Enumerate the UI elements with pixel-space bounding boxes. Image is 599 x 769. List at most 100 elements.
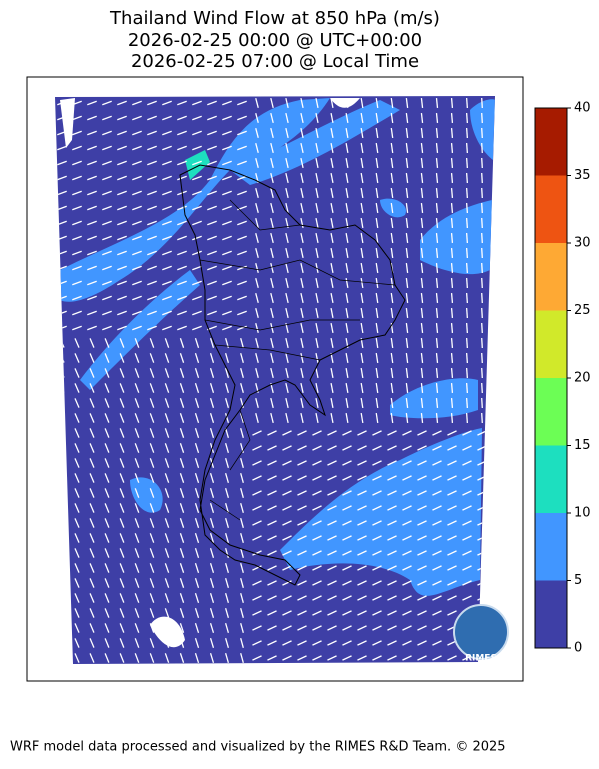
wind-arrow: [447, 520, 457, 526]
wind-arrow: [435, 262, 439, 274]
wind-arrow: [209, 413, 215, 423]
wind-arrow: [450, 397, 454, 409]
wind-arrow: [297, 445, 307, 451]
wind-arrow: [297, 430, 307, 436]
wind-arrow: [375, 397, 379, 409]
wind-arrow: [465, 412, 469, 424]
wind-arrow: [104, 548, 110, 558]
wind-arrow: [417, 430, 427, 436]
wind-arrow: [462, 580, 472, 586]
wind-arrow: [405, 397, 409, 409]
wind-arrow: [402, 655, 412, 661]
wind-arrow: [240, 563, 244, 573]
wind-arrow: [117, 205, 127, 211]
title-line: 2026-02-25 00:00 @ UTC+00:00: [128, 30, 422, 51]
wind-arrow: [435, 412, 439, 424]
wind-arrow: [300, 97, 304, 109]
wind-arrow: [417, 610, 427, 616]
wind-arrow: [420, 202, 424, 214]
wind-arrow: [342, 505, 352, 511]
wind-arrow: [417, 580, 427, 586]
wind-arrow: [315, 262, 319, 274]
wind-arrow: [240, 593, 244, 603]
wind-arrow: [481, 337, 483, 349]
wind-arrow: [134, 398, 140, 408]
wind-arrow: [360, 247, 364, 259]
wind-arrow: [179, 338, 185, 348]
wind-arrow: [194, 533, 200, 543]
wind-arrow: [330, 187, 334, 199]
wind-arrow: [390, 217, 394, 229]
wind-arrow: [149, 488, 155, 498]
wind-arrow: [119, 623, 125, 633]
wind-arrow: [465, 262, 469, 274]
wind-arrow: [270, 262, 274, 274]
wind-arrow: [74, 413, 80, 423]
wind-arrow: [462, 520, 472, 526]
wind-arrow: [255, 277, 259, 289]
wind-arrow: [240, 428, 244, 438]
wind-arrow: [420, 367, 424, 379]
wind-arrow: [147, 100, 157, 106]
wind-arrow: [147, 205, 157, 211]
wind-arrow: [102, 205, 112, 211]
wind-arrow: [177, 115, 187, 121]
wind-arrow: [237, 130, 247, 136]
wind-arrow: [282, 490, 292, 496]
wind-arrow: [87, 325, 97, 331]
wind-arrow: [104, 338, 110, 348]
wind-arrow: [57, 205, 67, 211]
wind-arrow: [390, 247, 394, 259]
wind-arrow: [74, 518, 80, 528]
wind-arrow: [270, 202, 274, 214]
wind-arrow: [432, 625, 442, 631]
wind-arrow: [360, 292, 364, 304]
wind-arrow: [57, 160, 67, 166]
wind-arrow: [192, 280, 202, 286]
wind-arrow: [119, 503, 125, 513]
wind-arrow: [164, 548, 170, 558]
wind-arrow: [117, 100, 127, 106]
wind-arrow: [345, 262, 349, 274]
wind-arrow: [72, 115, 82, 121]
wind-arrow: [134, 368, 140, 378]
wind-arrow: [315, 202, 319, 214]
wind-arrow: [255, 142, 259, 154]
wind-arrow: [102, 130, 112, 136]
wind-arrow: [285, 247, 289, 259]
wind-arrow: [300, 202, 304, 214]
wind-arrow: [102, 175, 112, 181]
wind-arrow: [237, 295, 247, 301]
wind-arrow: [255, 397, 259, 409]
wind-arrow: [209, 563, 215, 573]
wind-arrow: [164, 503, 170, 513]
wind-arrow: [360, 367, 364, 379]
wind-arrow: [267, 655, 277, 661]
wind-arrow: [89, 413, 95, 423]
wind-arrow: [432, 520, 442, 526]
wind-arrow: [119, 638, 125, 648]
wind-arrow: [240, 458, 244, 468]
wind-arrow: [405, 127, 409, 139]
wind-arrow: [417, 550, 427, 556]
wind-arrow: [209, 503, 215, 513]
wind-arrow: [224, 383, 230, 393]
wind-arrow: [222, 325, 232, 331]
wind-arrow: [102, 295, 112, 301]
wind-arrow: [345, 382, 349, 394]
wind-arrow: [465, 202, 469, 214]
wind-arrow: [117, 190, 127, 196]
wind-arrow: [450, 247, 454, 259]
wind-arrow: [270, 412, 274, 424]
wind-arrow: [417, 595, 427, 601]
wind-arrow: [330, 232, 334, 244]
wind-arrow: [270, 352, 274, 364]
wind-arrow: [267, 625, 277, 631]
wind-arrow: [360, 112, 364, 124]
wind-arrow: [207, 190, 217, 196]
wind-arrow: [450, 232, 454, 244]
wind-arrow: [104, 368, 110, 378]
wind-arrow: [72, 310, 82, 316]
wind-arrow: [117, 235, 127, 241]
wind-arrow: [177, 265, 187, 271]
